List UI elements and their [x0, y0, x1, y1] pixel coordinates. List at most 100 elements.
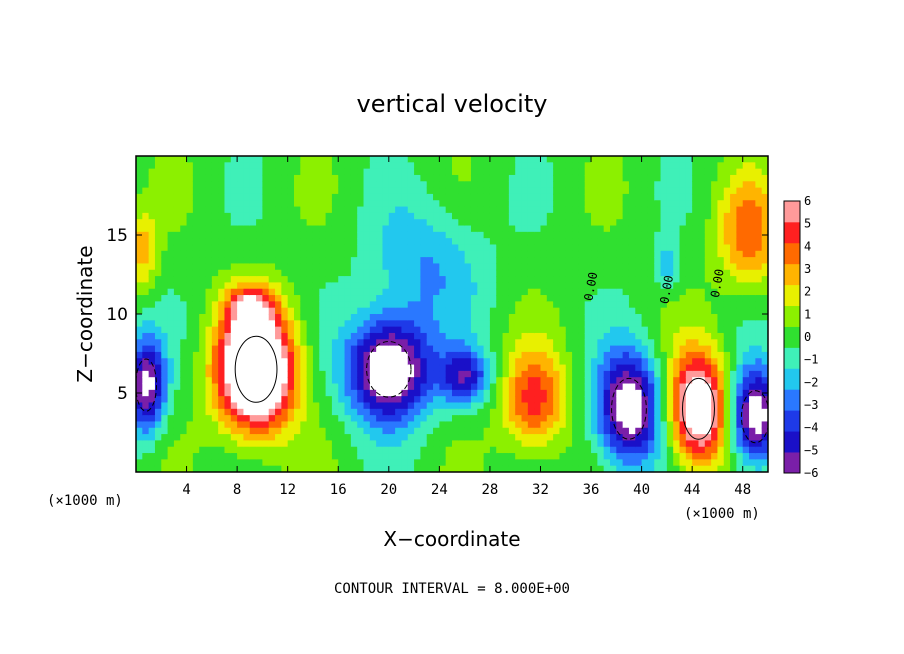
field-cell [136, 326, 143, 334]
field-cell [199, 212, 207, 220]
field-cell [376, 206, 384, 214]
field-cell [224, 282, 232, 290]
field-cell [237, 358, 245, 366]
field-cell [256, 396, 263, 404]
field-cell [540, 282, 548, 290]
field-cell [717, 314, 725, 321]
field-cell [148, 358, 156, 366]
field-cell [666, 421, 674, 429]
field-cell [496, 174, 504, 182]
field-cell [572, 408, 579, 416]
field-cell [553, 212, 561, 220]
field-cell [331, 396, 339, 404]
field-cell [508, 459, 516, 467]
field-cell [761, 434, 768, 441]
field-cell [161, 162, 169, 170]
field-cell [628, 238, 636, 246]
field-cell [268, 408, 276, 416]
field-cell [154, 377, 162, 385]
field-cell [546, 263, 554, 271]
field-cell [489, 193, 497, 201]
field-cell [154, 250, 162, 258]
field-cell [382, 427, 390, 435]
field-cell [180, 440, 188, 448]
field-cell [325, 307, 333, 315]
field-cell [142, 440, 150, 448]
field-cell [711, 200, 719, 208]
field-cell [262, 162, 270, 170]
field-cell [742, 301, 750, 309]
field-cell [331, 257, 339, 265]
field-cell [654, 440, 662, 448]
field-cell [173, 465, 181, 472]
field-cell [749, 162, 756, 170]
field-cell [136, 320, 143, 328]
field-cell [262, 269, 270, 277]
field-cell [439, 193, 447, 201]
field-cell [256, 212, 263, 220]
field-cell [483, 326, 491, 334]
field-cell [338, 320, 346, 328]
field-cell [376, 421, 384, 429]
field-cell [572, 231, 579, 239]
field-cell [338, 396, 346, 404]
field-cell [312, 459, 320, 467]
field-cell [717, 206, 725, 214]
field-cell [666, 459, 674, 467]
field-cell [433, 187, 440, 195]
field-cell [603, 206, 611, 214]
field-cell [287, 250, 295, 258]
field-cell [641, 370, 649, 378]
field-cell [736, 301, 744, 309]
field-cell [344, 364, 352, 372]
field-cell [679, 276, 687, 283]
field-cell [173, 295, 181, 302]
field-cell [230, 263, 238, 271]
field-cell [742, 200, 750, 208]
field-cell [711, 415, 719, 423]
field-cell [331, 440, 339, 448]
field-cell [256, 351, 263, 359]
field-cell [218, 263, 226, 271]
field-cell [616, 301, 624, 309]
field-cell [445, 288, 453, 296]
field-cell [749, 465, 756, 472]
field-cell [470, 402, 478, 410]
field-cell [426, 174, 434, 182]
field-cell [363, 156, 371, 163]
field-cell [192, 351, 200, 359]
field-cell [376, 219, 384, 227]
field-cell [325, 459, 333, 467]
field-cell [559, 332, 567, 340]
field-cell [635, 465, 643, 472]
field-cell [325, 181, 333, 189]
field-cell [546, 162, 554, 170]
field-cell [268, 421, 276, 429]
field-cell [205, 225, 213, 233]
field-cell [559, 193, 567, 201]
field-cell [635, 301, 643, 309]
field-cell [508, 427, 516, 435]
field-cell [319, 174, 327, 182]
field-cell [736, 276, 744, 283]
field-cell [647, 276, 655, 283]
field-cell [319, 225, 327, 233]
field-cell [584, 459, 592, 467]
field-cell [357, 225, 365, 233]
field-cell [256, 187, 263, 195]
field-cell [281, 244, 289, 252]
field-cell [464, 351, 472, 359]
field-cell [319, 427, 327, 435]
field-cell [426, 465, 434, 472]
field-cell [199, 351, 207, 359]
field-cell [572, 339, 579, 347]
field-cell [470, 446, 478, 454]
field-cell [515, 434, 523, 441]
field-cell [287, 193, 295, 201]
field-cell [192, 263, 200, 271]
field-cell [420, 168, 428, 176]
field-cell [300, 301, 308, 309]
field-cell [433, 244, 440, 252]
field-cell [344, 238, 352, 246]
field-cell [414, 307, 421, 315]
